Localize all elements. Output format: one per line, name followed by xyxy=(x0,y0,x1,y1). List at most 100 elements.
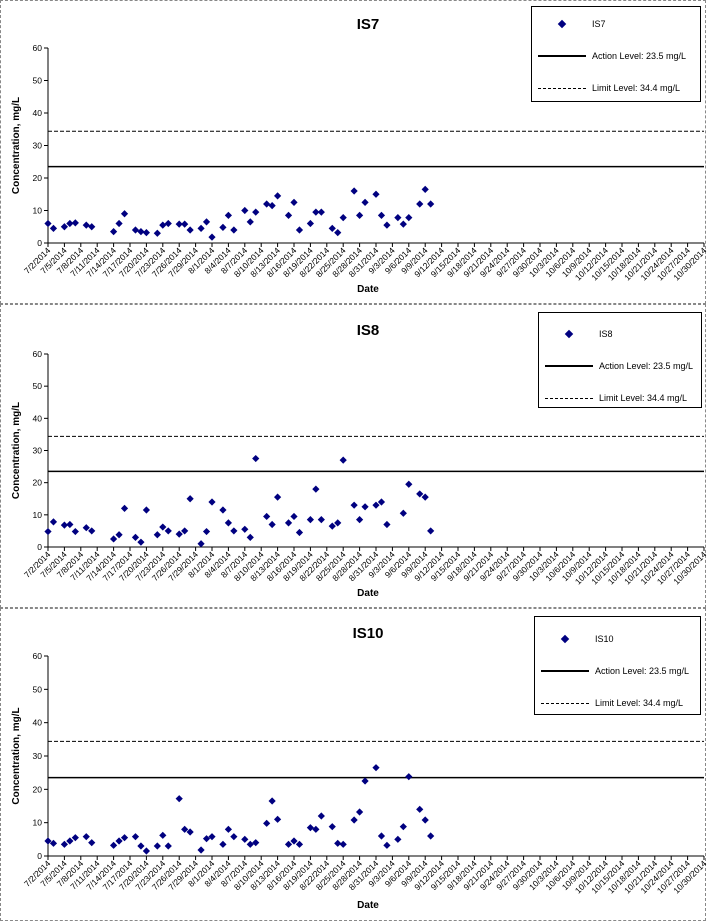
data-point xyxy=(246,533,254,541)
data-point xyxy=(88,223,96,231)
data-point xyxy=(383,520,391,529)
diamond-marker-icon xyxy=(564,329,574,339)
data-point xyxy=(328,224,336,232)
data-point xyxy=(356,516,364,524)
data-point xyxy=(356,808,364,816)
dashed-line-icon xyxy=(538,87,586,89)
legend-action-label: Action Level: 23.5 mg/L xyxy=(599,361,694,371)
data-point xyxy=(306,219,314,228)
y-tick-label: 40 xyxy=(33,413,43,423)
y-tick-label: 20 xyxy=(33,173,43,183)
diamond-marker-icon xyxy=(560,634,570,644)
data-point xyxy=(49,518,58,526)
data-point xyxy=(88,527,96,535)
data-point xyxy=(66,520,74,529)
data-point xyxy=(137,842,145,850)
data-point xyxy=(219,506,227,514)
y-tick-label: 40 xyxy=(33,718,43,728)
data-point xyxy=(421,493,429,501)
data-point xyxy=(383,841,391,849)
data-point xyxy=(317,812,325,820)
data-point xyxy=(290,198,298,206)
data-point xyxy=(131,533,140,541)
data-point xyxy=(339,214,347,222)
data-point xyxy=(399,220,407,228)
y-tick-label: 60 xyxy=(33,651,43,661)
data-point xyxy=(197,540,205,548)
data-point xyxy=(71,834,79,842)
y-tick-label: 60 xyxy=(33,349,43,359)
data-point xyxy=(120,210,129,218)
data-point xyxy=(131,833,140,841)
data-point xyxy=(361,198,369,206)
y-tick-label: 60 xyxy=(33,43,43,53)
data-point xyxy=(274,815,282,823)
data-point xyxy=(427,527,435,535)
data-point xyxy=(224,211,232,219)
data-point xyxy=(372,764,380,772)
data-point xyxy=(295,840,304,848)
legend-action-label: Action Level: 23.5 mg/L xyxy=(592,51,687,61)
data-point xyxy=(241,835,249,843)
y-tick-label: 50 xyxy=(33,381,43,391)
legend-entry-action-level: Action Level: 23.5 mg/L xyxy=(532,49,700,63)
data-point xyxy=(159,523,167,531)
data-point xyxy=(137,538,145,546)
data-point xyxy=(241,525,249,533)
data-point xyxy=(350,501,358,509)
x-axis-label: Date xyxy=(357,284,379,295)
data-point xyxy=(399,823,407,831)
data-point xyxy=(383,221,391,229)
data-point xyxy=(44,527,52,536)
data-point xyxy=(186,226,194,234)
legend-series-label: IS10 xyxy=(595,634,614,644)
data-point xyxy=(306,516,314,524)
data-point xyxy=(372,190,380,198)
data-point xyxy=(82,524,90,532)
y-tick-label: 10 xyxy=(33,510,43,520)
solid-line-icon xyxy=(538,55,586,57)
data-point xyxy=(71,219,79,227)
data-point xyxy=(377,211,386,219)
data-point xyxy=(137,228,145,236)
data-point xyxy=(230,527,238,535)
chart-panel-is8: IS8 Concentration, mg/L Date 0 10 20 30 40 50 60 7… xyxy=(0,304,707,608)
data-point xyxy=(306,824,314,832)
data-point xyxy=(82,833,90,841)
data-point xyxy=(394,835,402,843)
data-point xyxy=(377,832,386,840)
data-point xyxy=(115,837,123,845)
data-point xyxy=(208,498,216,506)
legend-entry-action-level: Action Level: 23.5 mg/L xyxy=(535,664,700,678)
data-point xyxy=(377,498,386,506)
y-axis-label: Concentration, mg/L xyxy=(11,97,22,194)
solid-line-icon xyxy=(541,670,589,672)
data-point xyxy=(416,490,424,498)
data-point xyxy=(110,228,118,236)
data-point xyxy=(263,512,271,521)
data-point xyxy=(427,832,435,840)
data-point xyxy=(328,522,336,530)
data-point xyxy=(197,846,205,854)
data-point xyxy=(405,480,413,488)
data-point xyxy=(219,840,227,848)
legend-action-label: Action Level: 23.5 mg/L xyxy=(595,666,690,676)
data-point xyxy=(284,211,293,219)
legend-entry-series: IS8 xyxy=(539,327,701,341)
data-point xyxy=(290,512,298,521)
y-tick-label: 50 xyxy=(33,76,43,86)
y-tick-label: 0 xyxy=(37,238,42,248)
data-point xyxy=(49,224,58,232)
data-point xyxy=(421,185,429,193)
data-point xyxy=(252,454,260,463)
data-point xyxy=(208,233,216,241)
data-point xyxy=(394,214,402,222)
data-point xyxy=(263,819,271,827)
data-point xyxy=(60,840,68,848)
y-tick-label: 10 xyxy=(33,818,43,828)
data-point xyxy=(181,527,189,535)
legend-entry-action-level: Action Level: 23.5 mg/L xyxy=(539,359,701,373)
x-axis-label: Date xyxy=(357,588,379,599)
data-point xyxy=(66,219,74,228)
